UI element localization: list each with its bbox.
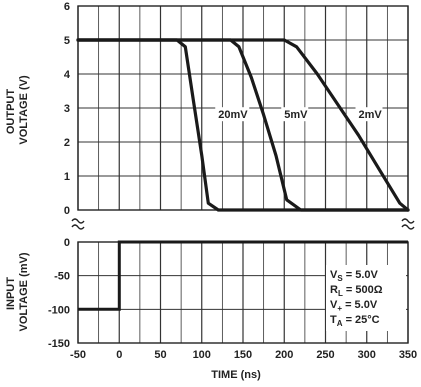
x-tick-label: 350: [399, 349, 417, 361]
input-y-axis-label-line1: INPUT: [5, 277, 17, 310]
output-y-tick-label: 6: [64, 1, 70, 13]
axis-break-right-lower: [401, 224, 415, 230]
output-y-ticks: 0 1 2 3 4 5 6: [64, 1, 71, 217]
output-y-axis-label-line1: OUTPUT: [5, 89, 17, 135]
output-y-tick-label: 0: [64, 205, 70, 217]
panel-gap: [76, 213, 410, 239]
output-y-tick-label: 2: [64, 137, 70, 149]
series-label-20mv: 20mV: [218, 109, 248, 121]
x-tick-label: 200: [275, 349, 293, 361]
series-label-2mv: 2mV: [359, 109, 383, 121]
axis-break-left-lower: [71, 224, 85, 230]
axis-break-right-upper: [401, 218, 415, 224]
axis-break-marks: [71, 213, 415, 239]
axis-break-left-upper: [71, 218, 85, 224]
output-y-tick-label: 1: [64, 171, 70, 183]
x-tick-label: 150: [234, 349, 252, 361]
x-axis-label: TIME (ns): [211, 369, 261, 381]
output-y-axis-label-line2: VOLTAGE (V): [18, 75, 30, 145]
x-ticks: -50 0 50 100 150 200 250 300 350: [70, 349, 417, 361]
output-series: [76, 38, 410, 212]
x-tick-label: 250: [316, 349, 334, 361]
input-series: [78, 240, 408, 311]
annotation-background: [355, 107, 383, 122]
output-y-tick-label: 4: [64, 69, 71, 81]
x-tick-label: 100: [193, 349, 211, 361]
test-condition: TA = 25°C: [330, 314, 380, 328]
annotation-background: [215, 107, 250, 122]
output-y-tick-label: 3: [64, 103, 70, 115]
series-label-5mv: 5mV: [284, 109, 308, 121]
input-y-axis-label-line2: VOLTAGE (mV): [18, 252, 30, 331]
output-y-tick-label: 5: [64, 35, 70, 47]
input-y-tick-label: -50: [54, 271, 70, 283]
x-tick-label: 0: [116, 349, 122, 361]
test-condition: V+ = 5.0V: [330, 299, 378, 313]
test-condition: VS = 5.0V: [330, 269, 379, 283]
input-y-tick-label: -100: [48, 304, 70, 316]
input-y-ticks: 0 -50 -100 -150: [48, 237, 70, 350]
x-tick-label: 300: [358, 349, 376, 361]
input-y-axis-label: INPUT VOLTAGE (mV): [5, 252, 30, 331]
series-annotations: 20mV 5mV 2mV: [215, 107, 383, 122]
input-y-tick-label: -150: [48, 338, 70, 350]
annotation-background: [281, 107, 309, 122]
test-condition: RL = 500Ω: [330, 284, 383, 298]
input-step-series: [78, 240, 408, 311]
output-series-2mv: [76, 38, 410, 212]
output-series-5mv: [76, 38, 410, 212]
conditions-background: [326, 265, 406, 331]
x-tick-label: 50: [154, 349, 166, 361]
x-tick-label: -50: [70, 349, 86, 361]
output-y-axis-label: OUTPUT VOLTAGE (V): [5, 75, 30, 145]
input-y-tick-label: 0: [64, 237, 70, 249]
